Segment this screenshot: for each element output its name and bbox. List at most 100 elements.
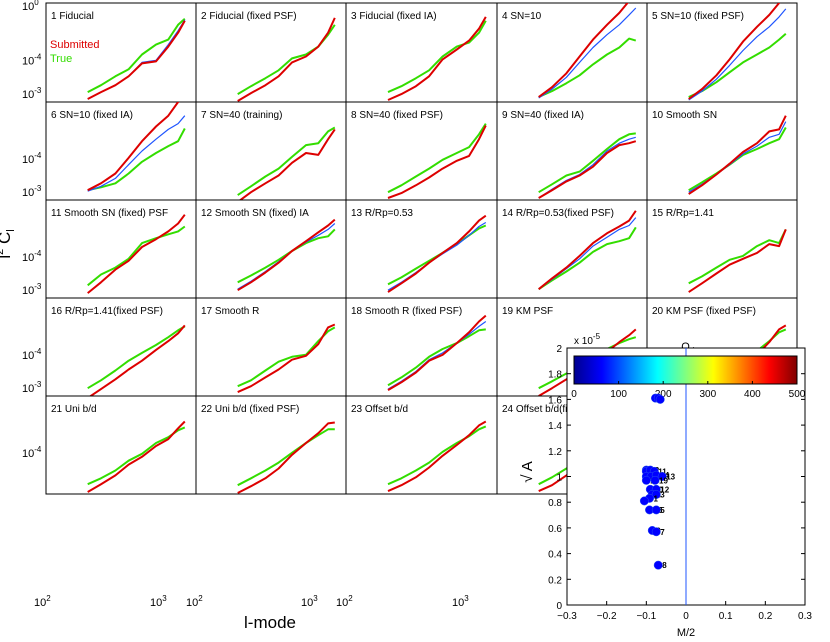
panel-title: 6 SN=10 (fixed IA) — [51, 110, 133, 121]
panel-title: 24 Offset b/d(fixed PSF) — [502, 404, 609, 415]
y-tick-low: 10-3 — [22, 380, 42, 395]
series-submitted-line — [387, 214, 487, 293]
scatter-x-label: M/2 — [677, 627, 695, 639]
scatter-x-tick-label: 0.3 — [798, 611, 812, 622]
scatter-x-tick-label: −0.3 — [557, 611, 577, 622]
panel-23: 23 Offset b/d — [345, 395, 498, 495]
series-submitted-line — [237, 421, 335, 494]
panel-10: 10 Smooth SN — [646, 101, 798, 201]
panel-12: 12 Smooth SN (fixed) IA — [195, 199, 347, 299]
series-submitted-line — [87, 20, 186, 100]
scatter-y-tick-label: 1.2 — [548, 447, 562, 458]
scatter-y-tick-label: 1.6 — [548, 395, 562, 406]
scatter-y-tick-label: 1.8 — [548, 370, 562, 381]
y-axis-label-sub: l — [5, 229, 17, 231]
scatter-x-tick-label: 0.1 — [719, 611, 733, 622]
scatter-point-label: 3 — [660, 490, 665, 499]
panel-17: 17 Smooth R — [195, 297, 347, 397]
colorbar-tick-label: 500 — [789, 389, 806, 400]
panel-title: 23 Offset b/d — [351, 404, 408, 415]
series-submitted-line — [387, 314, 487, 391]
scatter-point-label: 1 — [654, 494, 659, 503]
panel-title: 2 Fiducial (fixed PSF) — [201, 11, 297, 22]
series-true-line — [237, 428, 335, 487]
colorbar — [573, 355, 798, 385]
series-submitted-line — [87, 214, 186, 294]
scatter-x-tick-label: 0.2 — [758, 611, 772, 622]
x-tick-labels: 102 102 102 103 103 103 — [34, 594, 469, 609]
panel-14: 14 R/Rp=0.53(fixed PSF) — [496, 199, 648, 299]
y-tick-low: 10-3 — [22, 282, 42, 297]
series-true-line — [87, 18, 186, 93]
scatter-y-tick-label: 0.8 — [548, 498, 562, 509]
y-axis-label-l: l — [0, 255, 14, 259]
scatter-point-label: 8 — [662, 561, 667, 570]
x-axis-label: l-mode — [244, 613, 296, 632]
x-tick-10-2-c: 102 — [336, 594, 353, 609]
y-tick-mid: 10-4 — [22, 151, 42, 166]
panel-16: 16 R/Rp=1.41(fixed PSF) 10-4 10-3 — [22, 297, 197, 397]
series-submitted-line — [538, 3, 629, 98]
colorbar-tick-label: 0 — [571, 389, 577, 400]
scatter-point-label: 13 — [666, 473, 675, 482]
scatter-y-tick-label: 0 — [556, 601, 562, 612]
scatter-point — [650, 475, 660, 485]
scatter-y-tick-label: 0.6 — [548, 524, 562, 535]
x-tick-10-3-c: 103 — [452, 594, 469, 609]
panel-title: 10 Smooth SN — [652, 110, 717, 121]
series-submitted-line — [387, 16, 487, 101]
scatter-point-label: 7 — [660, 528, 665, 537]
colorbar-tick-label: 400 — [744, 389, 761, 400]
series-true-line — [387, 224, 487, 286]
scatter-point — [639, 496, 649, 506]
series-model-line — [87, 115, 186, 192]
scatter-point — [653, 560, 663, 570]
legend-entry-submitted: Submitted — [50, 39, 100, 51]
scatter-point — [641, 475, 651, 485]
y-tick-mid: 10-4 — [22, 445, 42, 460]
scatter-point — [651, 505, 661, 515]
series-true-line — [237, 326, 336, 388]
series-submitted-line — [87, 102, 180, 192]
x-tick-10-3-a: 103 — [150, 594, 167, 609]
panel-5: 5 SN=10 (fixed PSF) — [646, 2, 798, 103]
series-model-line — [387, 321, 487, 390]
panel-9: 9 SN=40 (fixed IA) — [496, 101, 648, 201]
panel-title: 19 KM PSF — [502, 306, 553, 317]
scatter-point-label: 11 — [658, 467, 667, 476]
series-true-line — [87, 325, 186, 390]
panel-21: 21 Uni b/d 10-4 — [22, 395, 197, 495]
y-axis-label: l2 Cl — [0, 229, 17, 258]
panel-18: 18 Smooth R (fixed PSF) — [345, 297, 498, 397]
series-submitted-line — [688, 229, 787, 293]
panel-title: 18 Smooth R (fixed PSF) — [351, 306, 462, 317]
panels-grid: 1 Fiducial 10-4 10-3 2 Fiducial (fixed PSF)… — [22, 2, 798, 495]
y-tick-top-exp: 0 — [34, 0, 39, 7]
scatter-x-tick-label: −0.2 — [597, 611, 617, 622]
series-true-line — [87, 128, 186, 192]
panel-title: 3 Fiducial (fixed IA) — [351, 11, 437, 22]
panel-8: 8 SN=40 (fixed PSF) — [345, 101, 498, 201]
series-submitted-line — [238, 128, 336, 200]
series-submitted-line — [538, 210, 637, 290]
colorbar-tick-label: 200 — [655, 389, 672, 400]
y-axis-label-sup: 2 — [0, 249, 6, 255]
y-tick-mid: 10-4 — [22, 52, 42, 67]
panel-13: 13 R/Rp=0.53 — [345, 199, 498, 299]
legend: Submitted True — [50, 39, 100, 65]
series-true-line — [538, 37, 637, 98]
series-submitted-line — [88, 324, 186, 396]
series-true-line — [387, 20, 487, 94]
series-submitted-line — [688, 3, 781, 100]
y-tick-low: 10-3 — [22, 86, 42, 101]
scatter-point-label: 5 — [660, 506, 665, 515]
panel-title: 13 R/Rp=0.53 — [351, 208, 413, 219]
panel-title: 12 Smooth SN (fixed) IA — [201, 208, 309, 219]
panel-title: 20 KM PSF (fixed PSF) — [652, 306, 756, 317]
panel-3: 3 Fiducial (fixed IA) — [345, 2, 498, 103]
scatter-x-tick-label: 0 — [683, 611, 689, 622]
scatter-y-tick-label: 0.2 — [548, 575, 562, 586]
series-submitted-line — [237, 323, 336, 394]
scatter-point — [657, 472, 667, 481]
